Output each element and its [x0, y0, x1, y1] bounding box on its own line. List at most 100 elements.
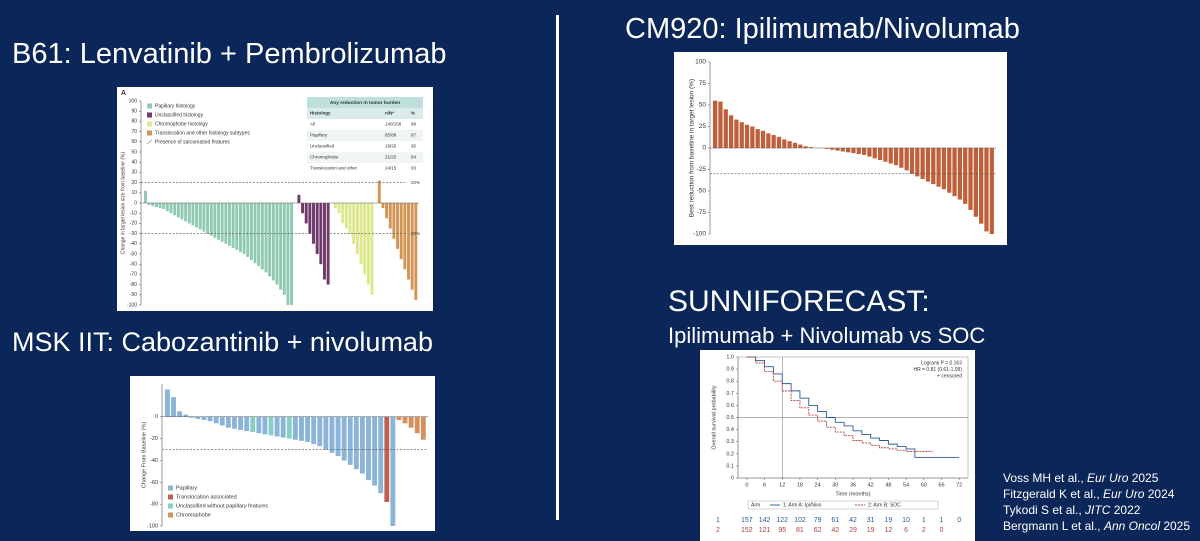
bar: [378, 416, 384, 494]
y-tick-label: -25: [697, 166, 707, 173]
bar: [304, 203, 308, 224]
bar: [286, 416, 292, 439]
bar: [377, 180, 381, 203]
bar: [246, 203, 250, 258]
y-axis-label: Overall survival probability: [711, 385, 717, 449]
reference-year: 2025: [1160, 519, 1191, 533]
bar: [244, 416, 250, 431]
table-cell: Papillary: [310, 133, 328, 138]
table-cell: Unclassified: [310, 144, 335, 149]
risk-count: 122: [776, 517, 788, 524]
bar: [414, 203, 418, 300]
y-tick-label: 0.8: [726, 379, 734, 385]
bar: [798, 144, 803, 148]
y-axis-label: Best reduction from baseline in target l…: [689, 79, 696, 217]
y-tick-label: 0.2: [726, 451, 734, 457]
risk-count: 1: [940, 517, 944, 524]
bar: [232, 416, 237, 429]
bar: [893, 148, 899, 166]
risk-count: 0: [957, 517, 961, 524]
bar: [410, 203, 414, 290]
bar: [846, 148, 851, 153]
risk-count: 42: [831, 527, 839, 534]
reference-year: 2022: [1110, 503, 1141, 517]
bar: [275, 203, 279, 285]
table-cell: 93: [411, 166, 417, 171]
x-tick-label: 6: [763, 482, 766, 488]
bar: [165, 389, 170, 417]
bar: [195, 416, 201, 419]
bar: [968, 148, 973, 210]
legend-swatch: [168, 494, 173, 500]
legend-label: Translocation and other histology subtyp…: [155, 130, 250, 136]
bar: [162, 203, 166, 210]
legend-label: Unclassified without papillary features: [176, 503, 268, 509]
bar: [279, 203, 283, 290]
bar: [366, 416, 371, 481]
y-tick-label: -40: [150, 458, 158, 464]
table-column: n/N*: [385, 111, 394, 116]
reference-journal: Eur Uro: [1087, 471, 1129, 485]
bar: [370, 203, 374, 295]
bar: [355, 203, 359, 254]
reference-authors: Voss MH et al.,: [1003, 471, 1088, 485]
bar: [390, 416, 396, 526]
y-tick-label: -80: [130, 282, 137, 288]
bar: [171, 397, 176, 417]
x-tick-label: 24: [815, 482, 821, 488]
y-tick-label: 80: [131, 119, 137, 125]
heading: MSK IIT: Cabozantinib + nivolumab: [12, 327, 433, 357]
legend-swatch: [147, 130, 152, 136]
reference-year: 2024: [1144, 487, 1175, 501]
reference-authors: Fitzgerald K et al.,: [1003, 487, 1104, 501]
bar: [899, 148, 904, 168]
bar: [256, 416, 262, 434]
bar: [803, 146, 808, 148]
bar: [403, 203, 407, 270]
table-cell: 97: [411, 133, 417, 138]
risk-count: 19: [884, 517, 892, 524]
x-tick-label: 54: [903, 482, 909, 488]
bar: [191, 203, 195, 226]
chart: -100 -75 -50 -25 0 25 50 75 100 Best reduction fr…: [674, 52, 1007, 245]
risk-count: 0: [940, 527, 944, 534]
bar: [195, 203, 199, 228]
table-colhead: [307, 108, 423, 119]
x-tick-label: 36: [850, 482, 856, 488]
risk-count: 62: [814, 527, 822, 534]
bar: [262, 416, 268, 435]
bar: [830, 148, 835, 150]
x-tick-label: 30: [832, 482, 838, 488]
reference-label: -30%: [409, 231, 420, 236]
bar: [385, 203, 389, 219]
risk-count: 81: [796, 527, 804, 534]
risk-count: 61: [831, 517, 839, 524]
references: Voss MH et al., Eur Uro 2025 Fitzgerald K…: [1003, 470, 1190, 534]
bar: [260, 203, 264, 270]
y-tick-label: 0.1: [726, 463, 734, 469]
bar: [392, 203, 396, 239]
bar: [326, 203, 330, 285]
y-tick-label: 50: [131, 149, 137, 155]
y-tick-label: 40: [131, 160, 137, 166]
bar: [213, 416, 219, 424]
bar: [311, 416, 317, 445]
reference-label: 20%: [411, 180, 420, 185]
bar: [198, 203, 202, 230]
bar: [299, 416, 304, 441]
bar: [877, 148, 883, 161]
bar: [984, 148, 989, 232]
bar: [217, 203, 220, 240]
bar: [771, 135, 776, 148]
y-axis-label: Change in target lesion size from baseli…: [120, 152, 126, 255]
table-row: [307, 152, 423, 163]
risk-count: 31: [867, 517, 875, 524]
table-cell: 140/158: [385, 122, 402, 127]
bar: [824, 148, 829, 149]
bar: [408, 416, 414, 428]
table-header: [307, 97, 423, 108]
reference-authors: Bergmann L et al.,: [1003, 519, 1104, 533]
bar: [947, 148, 952, 193]
risk-count: 121: [759, 527, 771, 534]
table-title: Any reduction in tumor burden: [330, 100, 400, 106]
